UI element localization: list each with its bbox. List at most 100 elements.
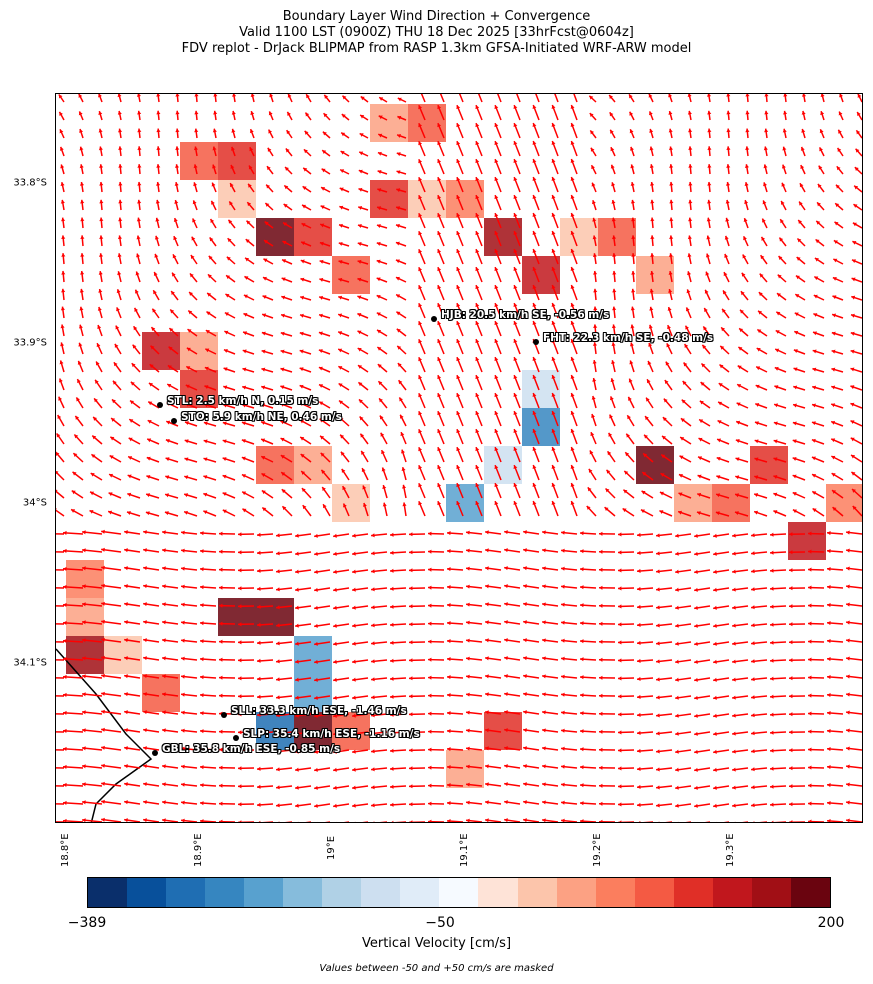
wind-arrow-head [250,111,255,115]
wind-arrow-head [319,241,324,246]
wind-arrow-head [101,691,105,696]
wind-arrow-head [63,566,67,571]
wind-arrow-head [98,111,103,115]
wind-arrow-head [475,339,480,344]
wind-arrow-head [338,348,343,353]
wind-arrow-head [698,456,702,461]
wind-arrow-head [808,783,812,788]
wind-arrow-head [679,455,684,460]
wind-arrow-head [532,123,537,128]
wind-arrow-head [333,587,337,592]
station-label: FHT: 22.3 km/h SE, -0.48 m/s [543,332,714,344]
wind-arrow-head [314,641,318,646]
wind-arrow-head [339,187,344,192]
wind-arrow-head [276,659,280,664]
wind-arrow-head [808,693,812,698]
wind-arrow-head [146,493,151,498]
wind-arrow-head [82,584,86,589]
wind-arrow-head [706,235,711,240]
wind-arrow-head [542,674,546,679]
wind-arrow-head [162,548,166,553]
wind-arrow-head [212,146,217,151]
wind-arrow-head [475,159,480,164]
wind-arrow-head [230,183,234,188]
wind-arrow-head [851,277,856,282]
wind-arrow-head [618,640,622,645]
wind-arrow-head [352,623,356,628]
wind-arrow-head [831,349,836,354]
wind-arrow-head [713,533,717,538]
wind-arrow-head [136,217,141,222]
station-marker [431,316,437,322]
wind-arrow-head [231,128,236,133]
wind-arrow-head [678,510,683,515]
convergence-cell [256,218,294,256]
wind-arrow-head [570,483,575,487]
wind-arrow-head [359,133,364,137]
wind-arrow-head [155,217,160,222]
wind-arrow-head [494,177,499,182]
wind-arrow-head [656,677,660,682]
wind-arrow-head [280,367,285,372]
wind-arrow-head [243,312,248,317]
wind-arrow-head [586,505,591,510]
wind-arrow-head [694,695,698,700]
wind-arrow-head [789,640,793,645]
wind-arrow-head [76,397,80,402]
wind-arrow-head [63,782,67,787]
wind-arrow-head [456,285,461,290]
colorbar-segment [712,878,752,907]
wind-arrow-head [745,110,750,115]
wind-arrow-head [770,712,774,717]
wind-arrow-head [466,818,470,822]
wind-arrow-head [63,800,67,805]
wind-arrow-head [222,457,227,461]
colorbar-segment [166,878,206,907]
wind-arrow-head [96,361,100,366]
wind-arrow-head [789,694,793,699]
wind-arrow-head [437,357,442,362]
wind-arrow-head [813,313,818,317]
colorbar-tick-label: −389 [67,915,107,931]
wind-arrow-head [504,566,508,571]
wind-arrow-head [295,731,299,736]
wind-arrow-head [792,492,797,496]
wind-arrow-head [299,313,304,318]
wind-arrow-head [513,483,518,488]
wind-arrow-head [168,346,173,351]
wind-arrow-head [827,602,831,608]
wind-arrow-head [409,802,413,807]
wind-arrow-head [570,447,575,451]
wind-arrow-head [319,384,324,388]
wind-arrow [56,490,65,499]
wind-arrow-head [99,181,104,186]
wind-arrow-head [91,454,96,459]
wind-arrow-head [371,677,375,682]
wind-arrow-head [111,399,116,404]
wind-arrow-head [82,782,86,787]
wind-arrow-head [109,473,114,478]
wind-arrow-head [98,271,103,275]
wind-arrow-head [851,313,855,318]
wind-arrow-head [447,603,451,608]
wind-arrow-head [751,803,755,808]
wind-arrow-head [280,402,285,407]
wind-arrow-head [200,657,204,662]
wind-arrow-head [339,205,344,210]
wind-arrow-head [808,711,812,716]
wind-arrow-head [280,437,285,442]
wind-arrow-head [599,675,603,680]
wind-arrow-head [775,348,780,353]
wind-arrow-head [323,113,328,118]
wind-arrow-head [725,217,730,222]
wind-arrow-head [789,712,793,717]
convergence-cell [560,218,598,256]
wind-arrow-head [153,271,158,276]
convergence-cell [142,674,180,712]
wind-arrow-head [193,164,198,169]
convergence-cell [408,180,446,218]
wind-arrow-head [466,674,470,679]
wind-arrow-head [352,749,356,754]
wind-arrow-head [523,638,527,643]
wind-arrow-head [402,484,407,489]
